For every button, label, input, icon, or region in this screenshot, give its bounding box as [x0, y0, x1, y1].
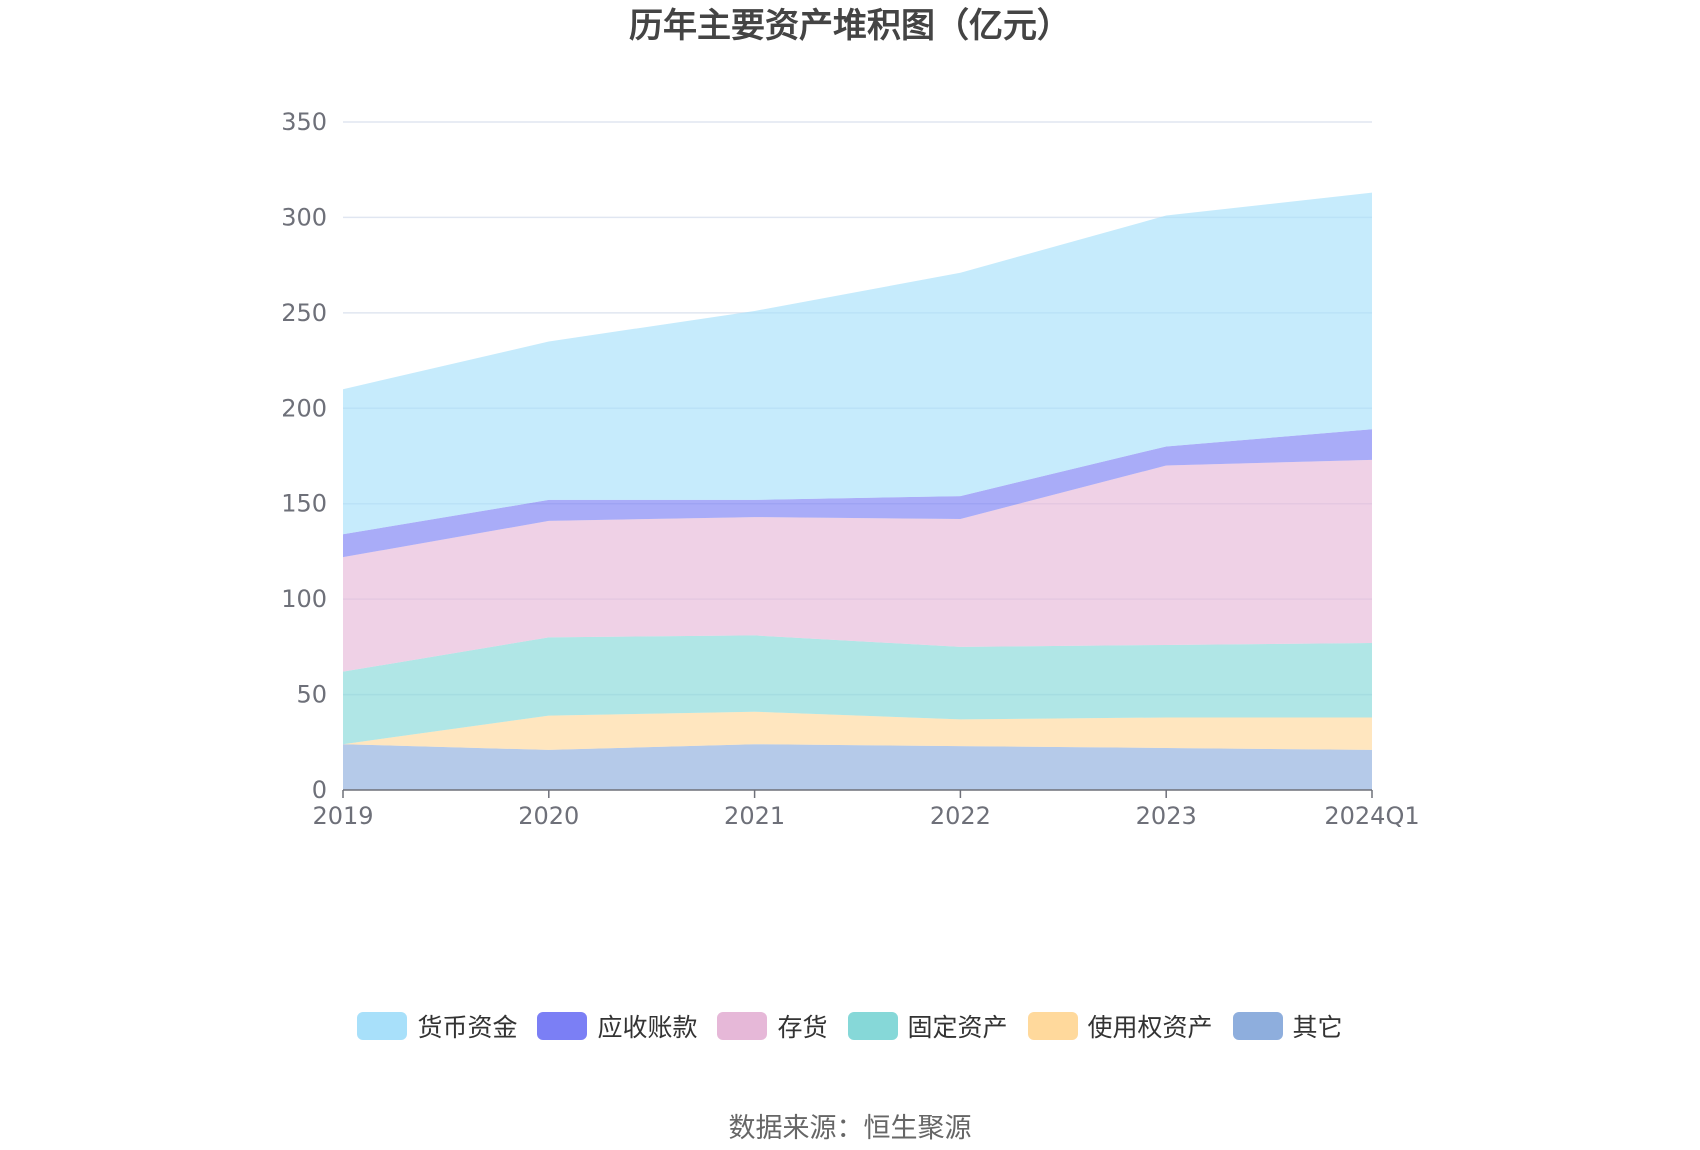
y-tick-label: 200 [281, 394, 327, 422]
legend-item[interactable]: 应收账款 [537, 1008, 697, 1044]
x-tick-label: 2022 [930, 802, 991, 830]
area-series-2 [343, 635, 1372, 745]
legend-item[interactable]: 固定资产 [847, 1008, 1008, 1044]
legend-swatch [1232, 1012, 1283, 1040]
area-series-0 [343, 744, 1372, 790]
stacked-area-chart: 0 50 100 150 200 250 300 350 2019 2020 2021 2022 202… [281, 108, 1419, 830]
legend-item[interactable]: 存货 [717, 1008, 828, 1044]
legend-item[interactable]: 其它 [1232, 1008, 1343, 1044]
y-tick-label: 100 [281, 585, 327, 613]
area-series-5 [343, 192, 1372, 535]
legend-item[interactable]: 货币资金 [357, 1008, 517, 1044]
area-series-3 [343, 459, 1372, 672]
y-tick-label: 300 [281, 203, 327, 231]
axes: 0 50 100 150 200 250 300 350 2019 2020 2021 2022 202… [281, 108, 1419, 830]
y-tick-label: 250 [281, 299, 327, 327]
legend: 货币资金 应收账款 存货 固定资产 使用权资产 其它 [0, 1008, 1700, 1044]
x-tick-label: 2021 [724, 802, 785, 830]
x-tick-label: 2019 [312, 802, 373, 830]
legend-label: 应收账款 [597, 1013, 698, 1042]
y-tick-label: 0 [312, 776, 327, 804]
y-tick-label: 50 [296, 681, 327, 709]
y-tick-label: 350 [281, 108, 327, 136]
legend-label: 其它 [1292, 1013, 1343, 1042]
legend-swatch [1027, 1012, 1078, 1040]
legend-label: 存货 [777, 1013, 828, 1042]
legend-label: 使用权资产 [1087, 1013, 1213, 1042]
x-tick-label: 2024Q1 [1324, 802, 1419, 830]
legend-label: 货币资金 [417, 1013, 518, 1042]
x-tick-label: 2020 [518, 802, 579, 830]
area-series [343, 192, 1372, 790]
legend-swatch [537, 1012, 588, 1040]
chart-title: 历年主要资产堆积图（亿元） [629, 6, 1071, 46]
data-source-note: 数据来源：恒生聚源 [728, 1113, 972, 1144]
legend-swatch [357, 1012, 408, 1040]
area-series-1 [343, 711, 1372, 750]
legend-swatch [717, 1012, 768, 1040]
area-series-4 [343, 429, 1372, 558]
legend-item[interactable]: 使用权资产 [1027, 1008, 1213, 1044]
legend-label: 固定资产 [907, 1013, 1008, 1042]
x-tick-label: 2023 [1136, 802, 1197, 830]
legend-swatch [847, 1012, 898, 1040]
y-tick-label: 150 [281, 490, 327, 518]
